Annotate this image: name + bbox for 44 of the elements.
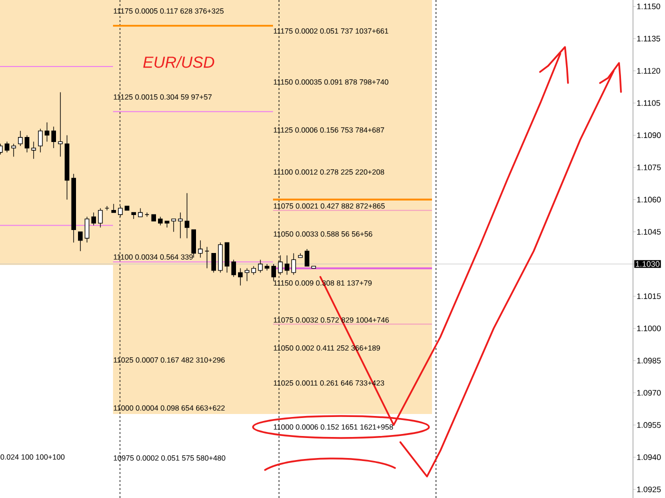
candlestick [198, 240, 203, 258]
candlestick [258, 259, 263, 273]
y-tick-label: 1.1105 [637, 100, 660, 106]
candlestick [24, 134, 30, 153]
candlestick [171, 218, 176, 232]
candlestick [44, 122, 50, 142]
y-tick-label: 1.1075 [637, 164, 661, 170]
candlestick [4, 141, 10, 153]
candlestick [78, 231, 83, 252]
y-tick-label: 1.0955 [637, 422, 661, 428]
y-tick-label: 1.1015 [637, 293, 661, 300]
y-tick-label: 1.1000 [637, 326, 661, 332]
candlestick [91, 212, 96, 226]
ref-line-label: 1.1030 [636, 261, 660, 267]
candlestick [184, 192, 190, 239]
candlestick [11, 143, 16, 158]
y-tick-label: 1.1135 [637, 36, 660, 42]
y-tick-label: 1.1060 [637, 196, 661, 202]
candlestick [244, 268, 250, 282]
y-tick-label: 1.0940 [637, 454, 661, 460]
text: EUR/USD [143, 56, 214, 68]
candlestick [264, 264, 270, 271]
candlestick [98, 208, 103, 228]
candlestick [38, 128, 43, 153]
candlestick [18, 130, 23, 146]
candlestick [51, 126, 56, 148]
candlestick [291, 252, 296, 276]
y-tick-label: 1.1045 [637, 228, 661, 235]
candlestick [191, 229, 196, 258]
candlestick [224, 242, 230, 273]
candlestick [211, 252, 216, 273]
y-tick-label: 1.0970 [637, 390, 661, 396]
candlestick [271, 264, 276, 282]
candlestick [178, 212, 183, 239]
candlestick [84, 216, 90, 243]
y-tick-label: 1.1120 [637, 68, 660, 74]
candlestick [304, 248, 310, 266]
y-tick-label: 1.1150 [637, 4, 660, 10]
y-tick-label: 1.0925 [637, 486, 661, 492]
y-tick-label: 1.0985 [637, 358, 661, 364]
candlestick [164, 220, 170, 228]
y-tick-label: 1.1090 [637, 132, 661, 138]
candlestick [231, 259, 236, 278]
candlestick [284, 255, 290, 276]
